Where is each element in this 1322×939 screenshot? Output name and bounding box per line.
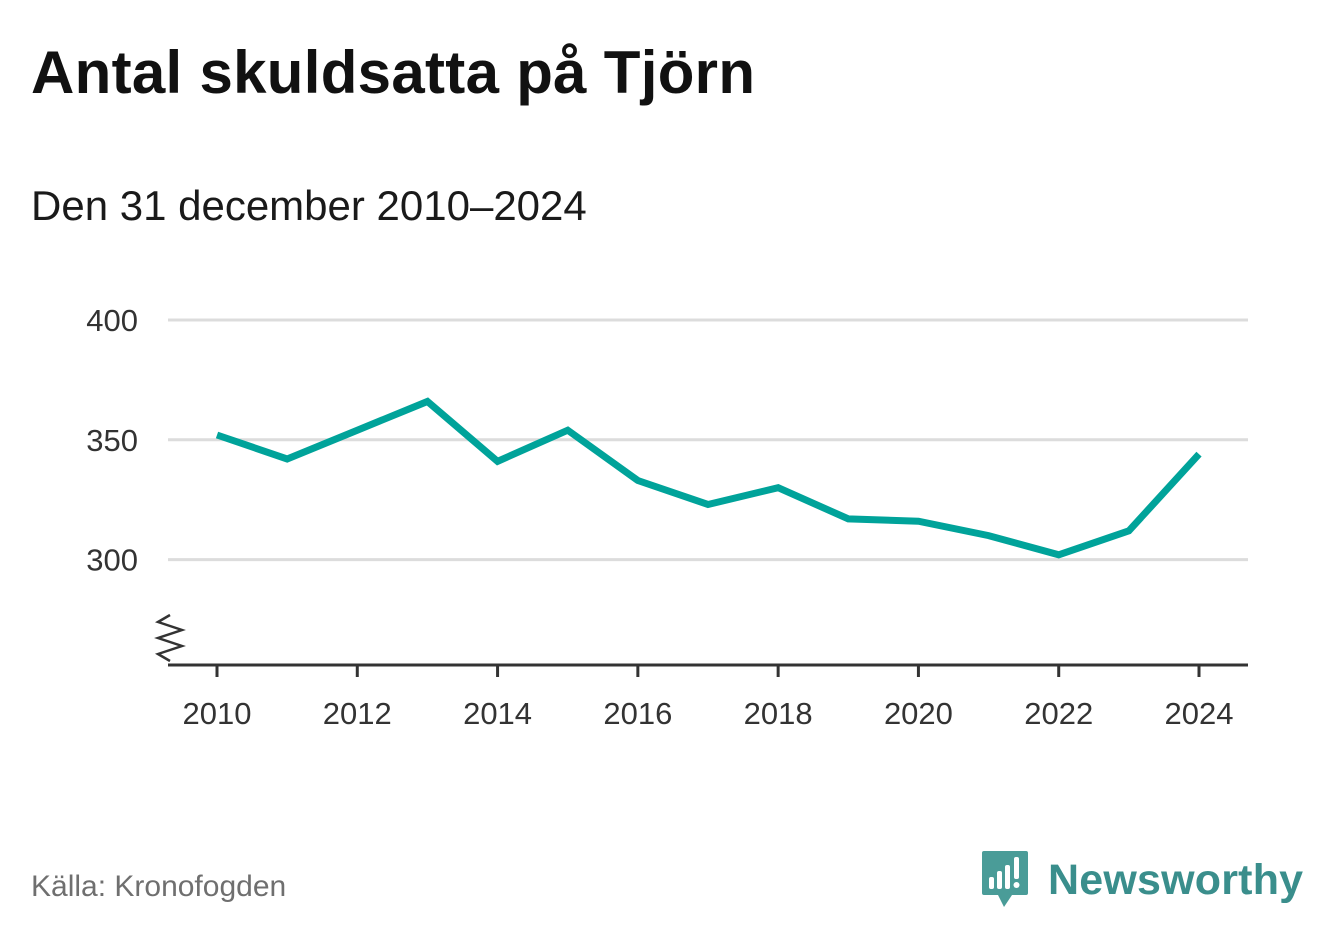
y-tick-label-400: 400 bbox=[86, 303, 138, 338]
x-tick-label-2014: 2014 bbox=[463, 696, 532, 731]
x-axis bbox=[154, 613, 1248, 677]
chart-subtitle: Den 31 december 2010–2024 bbox=[31, 182, 587, 229]
source-note: Källa: Kronofogden bbox=[31, 870, 287, 903]
x-tick-label-2010: 2010 bbox=[183, 696, 252, 731]
gridlines bbox=[168, 318, 1248, 562]
x-tick-label-2020: 2020 bbox=[884, 696, 953, 731]
axis-break-icon bbox=[154, 613, 186, 663]
x-axis-labels: 2010 2012 2014 2016 2018 2020 2022 2024 bbox=[183, 696, 1234, 731]
brand-logo: Newsworthy bbox=[980, 848, 1303, 912]
x-tick-label-2024: 2024 bbox=[1165, 696, 1234, 731]
series bbox=[215, 397, 1202, 559]
x-tick-label-2016: 2016 bbox=[603, 696, 672, 731]
newsworthy-logo-icon bbox=[982, 851, 1028, 907]
y-tick-label-350: 350 bbox=[86, 423, 138, 458]
brand-name: Newsworthy bbox=[1048, 855, 1304, 904]
x-tick-label-2012: 2012 bbox=[323, 696, 392, 731]
y-tick-label-300: 300 bbox=[86, 543, 138, 578]
series-line-0 bbox=[215, 397, 1202, 559]
x-tick-label-2018: 2018 bbox=[744, 696, 813, 731]
x-tick-label-2022: 2022 bbox=[1024, 696, 1093, 731]
y-axis-labels: 300 350 400 bbox=[86, 303, 138, 578]
chart-title: Antal skuldsatta på Tjörn bbox=[31, 39, 756, 106]
